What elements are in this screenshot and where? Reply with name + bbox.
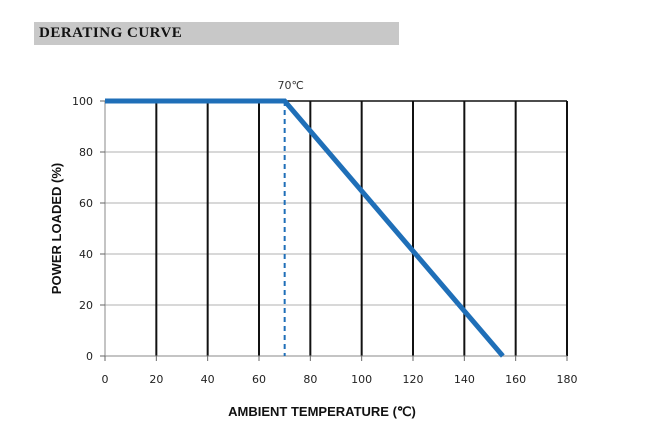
y-tick-label: 40 xyxy=(79,248,93,261)
y-tick-label: 20 xyxy=(79,299,93,312)
y-axis-title: POWER LOADED (%) xyxy=(49,163,64,294)
x-tick-label: 80 xyxy=(303,373,317,386)
x-tick-label: 100 xyxy=(351,373,372,386)
x-tick-label: 0 xyxy=(102,373,109,386)
x-tick-label: 140 xyxy=(454,373,475,386)
x-tick-label: 180 xyxy=(557,373,578,386)
x-tick-label: 120 xyxy=(403,373,424,386)
chart-title: DERATING CURVE xyxy=(39,25,183,41)
x-tick-label: 20 xyxy=(149,373,163,386)
annotation-label: 70℃ xyxy=(277,79,303,92)
x-tick-label: 160 xyxy=(505,373,526,386)
x-axis-title: AMBIENT TEMPERATURE (℃) xyxy=(228,404,416,419)
x-tick-label: 60 xyxy=(252,373,266,386)
derating-line xyxy=(105,98,505,358)
y-tick-label: 100 xyxy=(72,95,93,108)
x-tick-label: 40 xyxy=(201,373,215,386)
y-tick-label: 0 xyxy=(86,350,93,363)
chart-title-bar: DERATING CURVE xyxy=(34,22,399,45)
y-tick-label: 60 xyxy=(79,197,93,210)
y-tick-label: 80 xyxy=(79,146,93,159)
